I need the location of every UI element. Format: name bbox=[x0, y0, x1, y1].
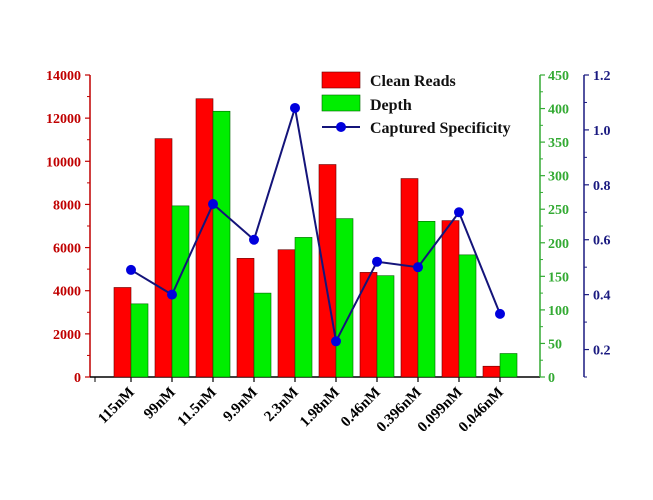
legend-label-specificity: Captured Specificity bbox=[370, 120, 511, 137]
left-tick-label: 4000 bbox=[53, 285, 81, 300]
specificity-point bbox=[454, 207, 464, 218]
bar-clean-reads bbox=[441, 220, 460, 378]
legend-label-clean-reads: Clean Reads bbox=[370, 73, 456, 90]
specificity-point bbox=[372, 256, 382, 267]
x-tick-label: 115nM bbox=[95, 385, 138, 428]
specificity-tick-label: 0.4 bbox=[593, 289, 611, 304]
specificity-tick-label: 1.0 bbox=[593, 124, 611, 139]
bar-depth bbox=[253, 292, 272, 378]
bar-depth bbox=[417, 221, 436, 378]
left-tick-label: 6000 bbox=[53, 242, 81, 257]
bar-depth bbox=[335, 218, 354, 378]
depth-tick-label: 50 bbox=[548, 337, 562, 352]
specificity-line bbox=[130, 107, 501, 345]
specificity-point bbox=[495, 308, 505, 319]
legend-swatch-clean-reads bbox=[321, 71, 361, 89]
specificity-tick-label: 0.6 bbox=[593, 234, 611, 249]
left-tick-label: 8000 bbox=[53, 198, 81, 213]
depth-tick-label: 200 bbox=[548, 237, 569, 252]
x-tick-label: 99nM bbox=[141, 385, 179, 423]
bar-clean-reads bbox=[113, 287, 132, 378]
bar-clean-reads bbox=[154, 138, 173, 378]
depth-tick-label: 100 bbox=[548, 304, 569, 319]
depth-tick-label: 250 bbox=[548, 203, 569, 218]
specificity-point bbox=[167, 289, 177, 300]
left-tick-label: 0 bbox=[74, 371, 81, 386]
bar-depth bbox=[499, 353, 518, 378]
bar-depth bbox=[376, 275, 395, 378]
bar-clean-reads bbox=[277, 249, 296, 378]
x-tick-label: 0.046nM bbox=[456, 385, 507, 436]
left-tick-label: 2000 bbox=[53, 328, 81, 343]
x-tick-label: 9.9nM bbox=[220, 385, 260, 425]
legend-label-depth: Depth bbox=[370, 97, 412, 114]
left-tick-label: 12000 bbox=[46, 112, 81, 127]
bar-depth bbox=[458, 254, 477, 378]
legend-swatch-specificity-point bbox=[336, 122, 346, 132]
specificity-point bbox=[208, 199, 218, 210]
bar-clean-reads bbox=[482, 365, 501, 378]
specificity-tick-label: 0.8 bbox=[593, 179, 611, 194]
specificity-tick-label: 1.2 bbox=[593, 69, 611, 84]
bar-depth bbox=[212, 110, 231, 378]
depth-tick-label: 150 bbox=[548, 270, 569, 285]
bar-clean-reads bbox=[400, 178, 419, 378]
depth-tick-label: 0 bbox=[548, 371, 555, 386]
bar-depth bbox=[294, 237, 313, 378]
bar-clean-reads bbox=[236, 258, 255, 378]
depth-tick-label: 400 bbox=[548, 103, 569, 118]
specificity-point bbox=[126, 264, 136, 275]
x-tick-label: 1.98nM bbox=[297, 385, 343, 431]
specificity-tick-label: 0.2 bbox=[593, 344, 611, 359]
depth-tick-label: 450 bbox=[548, 69, 569, 84]
depth-tick-label: 350 bbox=[548, 136, 569, 151]
x-tick-label: 11.5nM bbox=[175, 385, 220, 430]
bar-depth bbox=[130, 303, 149, 378]
depth-tick-label: 300 bbox=[548, 170, 569, 185]
specificity-point bbox=[413, 262, 423, 273]
legend-swatch-depth bbox=[321, 94, 361, 112]
specificity-point bbox=[331, 336, 341, 347]
left-tick-label: 14000 bbox=[46, 69, 81, 84]
left-tick-label: 10000 bbox=[46, 155, 81, 170]
specificity-point bbox=[290, 102, 300, 113]
specificity-point bbox=[249, 234, 259, 245]
